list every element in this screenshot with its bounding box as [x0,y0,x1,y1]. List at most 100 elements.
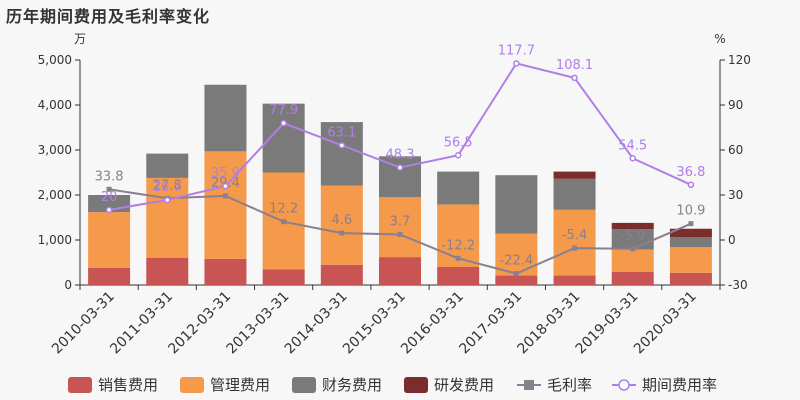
line-marker-circle [687,181,695,189]
legend-marker-square [524,380,534,390]
bar-segment [320,185,363,265]
bar-segment [262,269,305,285]
right-axis-tick-label: 0 [728,233,736,247]
right-unit-label: % [714,32,725,46]
bar-segment [553,275,596,285]
data-label: 33.8 [95,169,124,184]
line-marker-circle [338,142,346,149]
data-label: 108.1 [556,58,593,73]
left-axis-tick-label: 4,000 [38,98,72,112]
legend-swatch [180,377,204,393]
line-marker-square [455,255,461,261]
line-marker-circle [571,74,578,82]
bar-segment [553,209,596,276]
bar-segment [146,177,189,258]
legend-swatch [292,377,316,393]
data-label: 77.9 [269,103,298,118]
bar-segment [611,222,654,230]
bar-segment [669,247,712,273]
data-label: 48.3 [386,148,415,163]
right-axis-tick-label: -30 [728,278,748,292]
bar-segment [611,271,654,285]
line-marker-square [106,186,112,192]
bar-segment [320,122,363,186]
line-marker-square [222,193,228,199]
legend-label: 期间费用率 [642,376,717,394]
bar-segment [669,228,712,238]
legend-marker-circle [618,379,630,391]
data-label: -5.4 [562,228,587,243]
legend-swatch [68,377,92,393]
legend-label: 研发费用 [434,376,494,394]
line-marker-circle [164,196,171,204]
left-axis-tick-label: 3,000 [38,143,72,157]
data-label: -12.2 [441,238,475,253]
bar-segment [437,171,480,205]
left-unit-label: 万 [74,32,86,46]
bar-segment [379,197,421,258]
bar-segment [146,258,189,285]
right-axis-tick-label: 120 [728,53,751,67]
bar-segment [669,272,712,285]
left-axis-tick-label: 0 [64,278,72,292]
line-marker-circle [396,164,404,171]
line-marker-square [630,246,636,252]
left-axis-tick-label: 2,000 [38,188,72,202]
bar-segment [204,84,247,152]
line-marker-circle [513,60,520,67]
line-marker-circle [454,152,462,159]
bar-segment [553,171,596,179]
data-label: 10.9 [676,204,705,219]
legend-label: 销售费用 [98,376,158,394]
data-label: 27.8 [153,178,182,193]
data-label: -5.9 [620,229,645,244]
line-marker-square [339,230,345,236]
line-marker-circle [280,119,287,127]
legend-label: 财务费用 [322,376,382,394]
bar-segment [437,267,480,285]
data-label: 12.2 [269,202,298,217]
data-label: 20 [101,190,118,205]
data-label: 54.5 [618,138,647,153]
legend-swatch [404,377,428,393]
right-axis-tick-label: 90 [728,98,743,112]
legend-label: 毛利率 [547,376,592,394]
right-axis-tick-label: 60 [728,143,743,157]
line-marker-circle [222,182,229,190]
left-axis-tick-label: 1,000 [38,233,72,247]
legend-label: 管理费用 [210,376,270,394]
bar-segment [88,212,131,268]
data-label: 56.5 [444,135,473,150]
line-marker-square [281,219,287,225]
line-marker-square [397,231,403,237]
bar-segment [495,233,538,276]
chart-title: 历年期间费用及毛利率变化 [6,7,211,26]
x-axis-tick-label: 2020-03-31 [631,289,700,358]
bar-segment [553,178,596,210]
bar-segment [204,258,247,285]
data-label: 63.1 [327,125,356,140]
bar-segment [146,153,189,178]
data-label: 3.7 [390,214,411,229]
line-marker-circle [629,155,636,162]
right-axis-tick-label: 30 [728,188,743,202]
bar-segment [204,151,247,259]
left-axis-tick-label: 5,000 [38,53,72,67]
bar-segment [320,264,363,285]
data-label: 36.8 [676,165,705,180]
bar-segment [88,267,131,285]
data-label: 26.7 [153,180,182,195]
bar-segment [379,257,421,285]
data-label: -22.4 [500,254,534,269]
bar-segment [669,237,712,248]
line-marker-square [688,221,694,227]
data-label: 117.7 [498,43,535,58]
bar-segment [495,275,538,285]
line-marker-square [572,245,578,251]
line-marker-circle [105,206,113,214]
bar-segment [611,249,654,272]
line-marker-square [513,271,519,277]
data-label: 4.6 [331,213,352,228]
data-label: 35.9 [211,166,240,181]
